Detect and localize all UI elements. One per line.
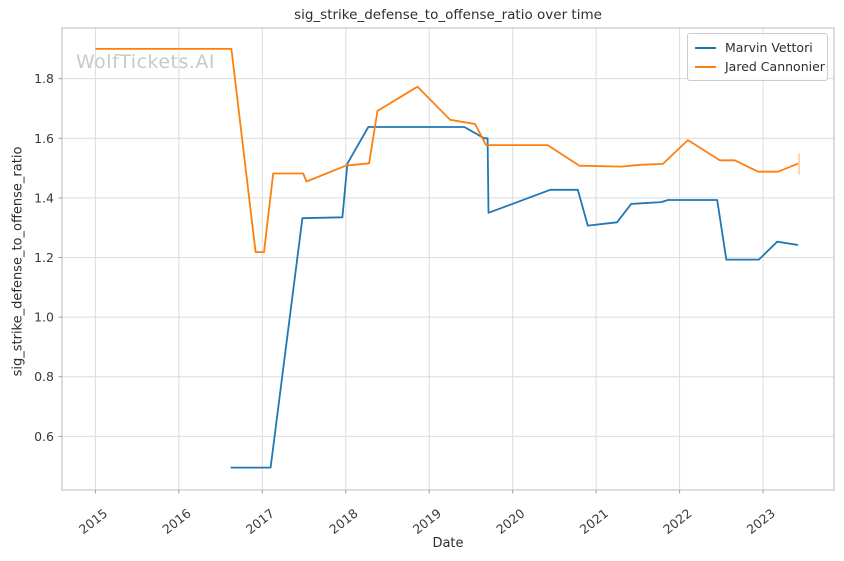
legend: Marvin Vettori Jared Cannonier bbox=[687, 33, 828, 81]
y-axis-label: sig_strike_defense_to_offense_ratio bbox=[10, 146, 26, 377]
watermark: WolfTickets.AI bbox=[76, 51, 216, 73]
x-tick-label: 2023 bbox=[744, 506, 778, 537]
y-tick-label: 0.6 bbox=[34, 429, 54, 444]
x-tick-label: 2015 bbox=[76, 506, 110, 537]
y-tick-label: 1.2 bbox=[34, 250, 54, 265]
y-tick-label: 1.8 bbox=[34, 71, 54, 86]
y-tick-label: 1.6 bbox=[34, 131, 54, 146]
x-tick-label: 2017 bbox=[243, 506, 277, 537]
orange-line-icon bbox=[695, 65, 716, 68]
x-tick-label: 2018 bbox=[326, 506, 360, 537]
x-tick-label: 2020 bbox=[493, 506, 527, 537]
series-line-jared-cannonier bbox=[95, 48, 799, 254]
x-tick-label: 2016 bbox=[159, 506, 193, 537]
x-tick-label: 2021 bbox=[577, 506, 611, 537]
chart-title: sig_strike_defense_to_offense_ratio over… bbox=[294, 7, 602, 23]
y-tick-label: 1.4 bbox=[34, 190, 54, 205]
legend-item-jared-cannonier: Jared Cannonier bbox=[695, 57, 825, 76]
legend-label: Marvin Vettori bbox=[725, 40, 813, 55]
y-tick-label: 1.0 bbox=[34, 310, 54, 325]
x-axis-label: Date bbox=[432, 536, 464, 551]
plot-border bbox=[61, 27, 835, 491]
legend-item-marvin-vettori: Marvin Vettori bbox=[695, 38, 819, 57]
x-tick-label: 2019 bbox=[410, 506, 444, 537]
y-tick-label: 0.8 bbox=[34, 369, 54, 384]
series-line-marvin-vettori bbox=[230, 126, 799, 469]
blue-line-icon bbox=[695, 46, 716, 49]
legend-label: Jared Cannonier bbox=[725, 59, 825, 74]
x-tick-label: 2022 bbox=[660, 506, 694, 537]
